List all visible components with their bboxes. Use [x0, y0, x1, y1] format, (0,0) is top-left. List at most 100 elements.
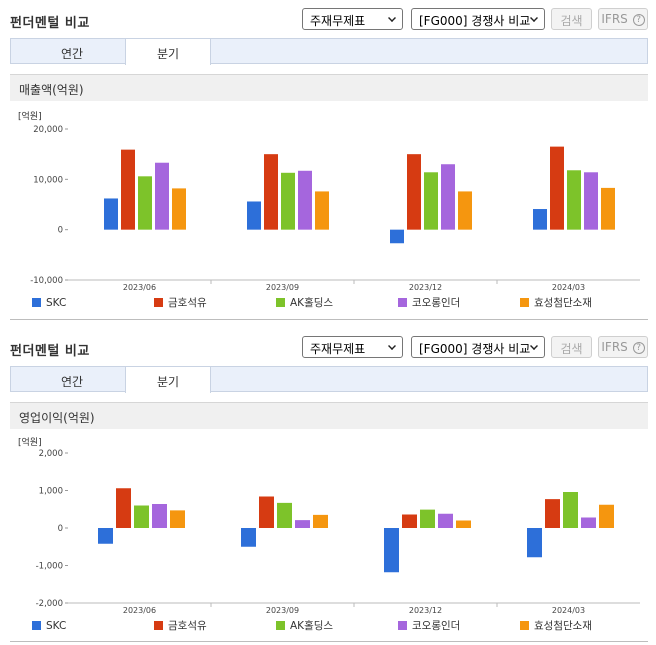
- bar[interactable]: [295, 520, 310, 528]
- unit-label: [억원]: [18, 436, 42, 448]
- ifrs-label: IFRS: [601, 340, 628, 354]
- bar[interactable]: [138, 176, 152, 230]
- legend-label[interactable]: 효성첨단소재: [534, 620, 592, 632]
- x-tick-label: 2023/06: [123, 606, 156, 615]
- section-title: 펀더멘털 비교: [10, 344, 90, 359]
- statement-select[interactable]: 주재무제표: [302, 336, 403, 358]
- panel-title: 매출액(억원): [10, 75, 648, 101]
- bar[interactable]: [456, 520, 471, 529]
- y-tick-label: 20,000: [33, 125, 63, 135]
- bar[interactable]: [441, 164, 455, 230]
- bar[interactable]: [172, 188, 186, 230]
- bar[interactable]: [599, 504, 614, 528]
- help-icon: ?: [632, 14, 645, 26]
- bar[interactable]: [241, 528, 256, 547]
- tab-quarter[interactable]: 분기: [125, 39, 211, 65]
- legend-label[interactable]: 코오롱인더: [412, 297, 460, 309]
- x-tick-label: 2023/09: [266, 606, 299, 615]
- bar[interactable]: [584, 172, 598, 230]
- statement-select-value: 주재무제표: [310, 342, 366, 356]
- peer-select[interactable]: [FG000] 경쟁사 비교: [411, 8, 545, 30]
- chart-panel: 매출액(억원) [억원] 20,000 10,000 0 -10,000 2023/06 2…: [10, 74, 648, 320]
- legend-swatch: [520, 298, 529, 307]
- bar[interactable]: [550, 146, 564, 230]
- legend-label[interactable]: 코오롱인더: [412, 620, 460, 632]
- section-header: 펀더멘털 비교 주재무제표 [FG000] 경쟁사 비교 검색 IFRS ?: [0, 0, 656, 36]
- legend-label[interactable]: 금호석유: [168, 620, 207, 632]
- legend-swatch: [32, 621, 41, 630]
- bar[interactable]: [581, 517, 596, 529]
- legend-swatch: [154, 298, 163, 307]
- bar[interactable]: [533, 209, 547, 230]
- bar[interactable]: [545, 499, 560, 528]
- y-tick-label: -10,000: [30, 276, 63, 286]
- legend-label[interactable]: SKC: [46, 297, 66, 309]
- tab-annual[interactable]: 연간: [60, 375, 84, 389]
- bar[interactable]: [298, 170, 312, 230]
- bar[interactable]: [313, 514, 328, 528]
- search-button[interactable]: 검색: [551, 336, 592, 358]
- operating-profit-chart: [억원]2,000 1,000 0 -1,000 -2,000 2023/06 2023/0…: [18, 436, 640, 632]
- bar[interactable]: [407, 154, 421, 230]
- statement-select[interactable]: 주재무제표: [302, 8, 403, 30]
- legend-swatch: [32, 298, 41, 307]
- x-tick-label: 2024/03: [552, 606, 585, 615]
- legend-label[interactable]: AK홀딩스: [290, 296, 333, 309]
- bar[interactable]: [601, 187, 615, 230]
- bar[interactable]: [277, 502, 292, 528]
- bar[interactable]: [104, 198, 118, 230]
- bar[interactable]: [402, 514, 417, 529]
- legend-swatch: [520, 621, 529, 630]
- y-tick-label: -1,000: [36, 562, 63, 572]
- bar[interactable]: [98, 528, 113, 544]
- bar[interactable]: [247, 201, 261, 230]
- bar[interactable]: [458, 191, 472, 230]
- bar[interactable]: [567, 170, 581, 230]
- x-tick-label: 2023/09: [266, 283, 299, 292]
- legend-label[interactable]: AK홀딩스: [290, 619, 333, 632]
- peer-select[interactable]: [FG000] 경쟁사 비교: [411, 336, 545, 358]
- tab-annual[interactable]: 연간: [60, 47, 84, 61]
- help-icon: ?: [632, 342, 645, 354]
- bar[interactable]: [264, 154, 278, 230]
- bar[interactable]: [281, 172, 295, 230]
- ifrs-button[interactable]: IFRS ?: [598, 336, 648, 358]
- bar[interactable]: [259, 496, 274, 529]
- search-button[interactable]: 검색: [551, 8, 592, 30]
- tab-quarter[interactable]: 분기: [125, 367, 211, 393]
- bar[interactable]: [116, 488, 131, 528]
- chart-panel: 영업이익(억원) [억원] 2,000 1,000 0 -1,000 -2,000 2023…: [10, 402, 648, 642]
- legend-label[interactable]: SKC: [46, 620, 66, 632]
- x-tick-label: 2023/12: [409, 606, 442, 615]
- bar[interactable]: [134, 505, 149, 529]
- bar[interactable]: [424, 172, 438, 230]
- bar[interactable]: [315, 191, 329, 230]
- bar[interactable]: [384, 528, 399, 573]
- legend-swatch: [398, 298, 407, 307]
- chevron-down-icon: [530, 342, 538, 350]
- bar[interactable]: [152, 504, 167, 528]
- chevron-down-icon: [388, 14, 396, 22]
- legend-swatch: [398, 621, 407, 630]
- bar[interactable]: [155, 162, 169, 230]
- period-tabs: 연간 분기: [10, 366, 648, 393]
- ifrs-button[interactable]: IFRS ?: [598, 8, 648, 30]
- y-tick-label: -2,000: [36, 599, 63, 609]
- bar[interactable]: [563, 492, 578, 528]
- legend-label[interactable]: 효성첨단소재: [534, 297, 592, 309]
- x-tick-label: 2023/12: [409, 283, 442, 292]
- panel-title: 영업이익(억원): [10, 403, 648, 429]
- unit-label: [억원]: [18, 110, 42, 122]
- legend-swatch: [276, 621, 285, 630]
- bar[interactable]: [438, 513, 453, 528]
- bar[interactable]: [420, 509, 435, 528]
- ifrs-label: IFRS: [601, 12, 628, 26]
- bar[interactable]: [390, 229, 404, 244]
- legend-swatch: [154, 621, 163, 630]
- y-tick-label: 2,000: [39, 449, 63, 459]
- bar[interactable]: [170, 510, 185, 528]
- y-tick-label: 10,000: [33, 175, 63, 185]
- bar[interactable]: [527, 528, 542, 558]
- bar[interactable]: [121, 149, 135, 230]
- legend-label[interactable]: 금호석유: [168, 297, 207, 309]
